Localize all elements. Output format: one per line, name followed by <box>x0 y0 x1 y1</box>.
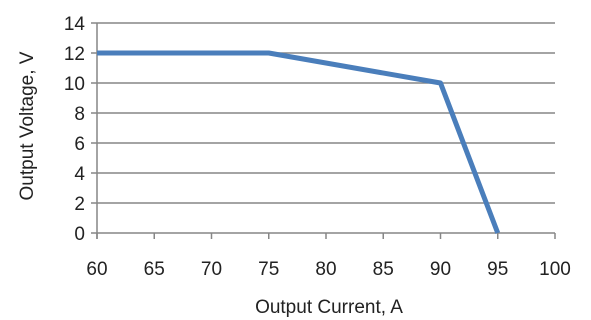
y-tick-label: 8 <box>74 104 85 125</box>
x-tick-label: 85 <box>373 259 394 280</box>
x-tick-label: 70 <box>201 259 222 280</box>
x-tick-label: 100 <box>539 259 571 280</box>
series-layer <box>97 50 501 234</box>
y-tick-label: 14 <box>64 14 86 35</box>
x-tick-label: 65 <box>144 259 165 280</box>
x-tick-label: 60 <box>86 259 107 280</box>
x-tick-label: 80 <box>315 259 336 280</box>
grid-layer <box>97 22 555 204</box>
y-tick-label: 2 <box>74 194 85 215</box>
series-line <box>97 50 501 234</box>
axis-layer <box>91 22 556 239</box>
x-tick-label: 75 <box>258 259 279 280</box>
tick-label-layer: 0 2 4 6 8 10 12 14 60 65 70 75 80 85 90 95 100 <box>64 14 571 280</box>
x-tick-label: 90 <box>430 259 451 280</box>
y-axis-title: Output Voltage, V <box>17 51 38 200</box>
x-tick-label: 95 <box>487 259 508 280</box>
y-tick-label: 4 <box>74 164 85 185</box>
y-tick-label: 0 <box>74 224 85 245</box>
x-axis-title: Output Current, A <box>255 297 403 318</box>
y-tick-label: 6 <box>74 134 85 155</box>
y-tick-label: 12 <box>64 44 85 65</box>
y-tick-label: 10 <box>64 74 85 95</box>
